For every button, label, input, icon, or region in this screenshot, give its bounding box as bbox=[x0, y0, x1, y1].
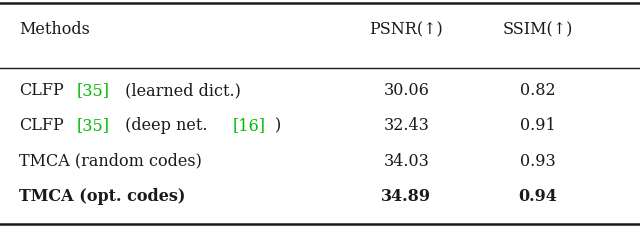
Text: 0.93: 0.93 bbox=[520, 153, 556, 170]
Text: TMCA (opt. codes): TMCA (opt. codes) bbox=[19, 188, 186, 205]
Text: [35]: [35] bbox=[77, 82, 110, 99]
Text: 30.06: 30.06 bbox=[383, 82, 429, 99]
Text: Methods: Methods bbox=[19, 21, 90, 38]
Text: 0.94: 0.94 bbox=[518, 188, 557, 205]
Text: (learned dict.): (learned dict.) bbox=[120, 82, 241, 99]
Text: 34.03: 34.03 bbox=[383, 153, 429, 170]
Text: SSIM(↑): SSIM(↑) bbox=[502, 21, 573, 38]
Text: 32.43: 32.43 bbox=[383, 118, 429, 134]
Text: [35]: [35] bbox=[77, 118, 110, 134]
Text: TMCA (random codes): TMCA (random codes) bbox=[19, 153, 202, 170]
Text: 34.89: 34.89 bbox=[381, 188, 431, 205]
Text: (deep net.: (deep net. bbox=[120, 118, 207, 134]
Text: ): ) bbox=[275, 118, 281, 134]
Text: 0.82: 0.82 bbox=[520, 82, 556, 99]
Text: 0.91: 0.91 bbox=[520, 118, 556, 134]
Text: CLFP: CLFP bbox=[19, 118, 64, 134]
Text: CLFP: CLFP bbox=[19, 82, 64, 99]
Text: PSNR(↑): PSNR(↑) bbox=[369, 21, 444, 38]
Text: [16]: [16] bbox=[232, 118, 266, 134]
